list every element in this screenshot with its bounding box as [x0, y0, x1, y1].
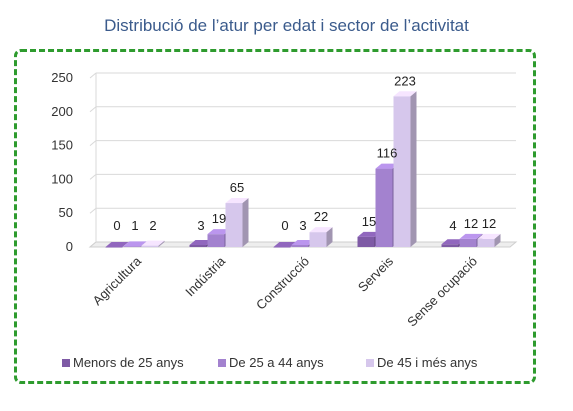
data-label: 3	[197, 218, 204, 233]
bar-top	[357, 231, 381, 237]
bar-front	[375, 168, 393, 247]
bar-front	[123, 246, 141, 247]
bar-front	[441, 244, 459, 247]
bar-top	[207, 229, 231, 235]
bar-top	[309, 227, 333, 233]
bar-top	[105, 242, 129, 247]
x-category-label: Serveis	[355, 253, 397, 295]
gridline-side	[89, 140, 97, 146]
bar-front	[393, 96, 411, 247]
y-tick-label: 0	[66, 239, 73, 254]
gridline-side	[89, 106, 97, 113]
y-tick-label: 150	[51, 138, 73, 153]
legend-label: De 25 a 44 anys	[229, 355, 324, 370]
bar-front	[477, 238, 495, 247]
bar-top	[123, 241, 147, 247]
bar-front	[291, 244, 309, 247]
bar-side	[326, 227, 333, 247]
data-label: 65	[230, 180, 244, 195]
bar-side	[494, 233, 501, 247]
y-tick-label: 250	[51, 70, 73, 85]
gridline-side	[89, 207, 97, 214]
bar-top	[393, 91, 417, 97]
bar-top	[477, 233, 501, 239]
y-tick-label: 100	[51, 171, 73, 186]
data-label: 0	[113, 218, 120, 233]
data-label: 1	[131, 218, 138, 233]
y-tick-label: 200	[51, 104, 73, 119]
data-label: 22	[314, 209, 328, 224]
legend-swatch	[366, 359, 374, 367]
legend-label: Menors de 25 anys	[73, 355, 184, 370]
bar-front	[459, 238, 477, 247]
data-label: 15	[362, 214, 376, 229]
data-label: 3	[299, 218, 306, 233]
chart-frame	[14, 49, 536, 384]
legend-swatch	[62, 359, 70, 367]
bar-front	[207, 234, 225, 247]
y-tick-label: 50	[59, 205, 73, 220]
bar-front	[309, 232, 327, 247]
bar-front	[225, 203, 243, 247]
bar-front	[357, 236, 375, 247]
data-label: 19	[212, 211, 226, 226]
chart-title: Distribució de l’atur per edat i sector …	[104, 16, 469, 35]
bar-front	[141, 245, 159, 247]
bar-layer	[105, 91, 501, 248]
bar-front	[189, 244, 207, 247]
bar-side	[158, 240, 165, 247]
bar-top	[141, 240, 165, 246]
x-category-label: Agricultura	[90, 253, 145, 308]
legend-label: De 45 i més anys	[377, 355, 478, 370]
bar-top	[291, 239, 315, 245]
x-category-label: Sense ocupació	[404, 254, 480, 330]
bar-front	[105, 247, 123, 248]
x-category-label: Construcció	[253, 254, 312, 313]
data-label: 4	[449, 218, 456, 233]
bar-side	[242, 198, 249, 247]
gridline-side	[89, 72, 97, 79]
bar-top	[189, 239, 213, 245]
bar-top	[441, 239, 465, 245]
x-category-label: Indústria	[182, 253, 228, 299]
bar-top	[375, 163, 399, 169]
data-label: 2	[149, 218, 156, 233]
bar-side	[410, 91, 417, 247]
bar-top	[459, 233, 483, 239]
data-label: 116	[377, 146, 398, 161]
bar-top	[273, 242, 297, 247]
data-label: 223	[394, 73, 416, 88]
bar-top	[225, 198, 249, 204]
data-label: 12	[482, 216, 496, 231]
gridline-side	[89, 174, 97, 180]
data-label: 0	[281, 218, 288, 233]
legend: Menors de 25 anys De 25 a 44 anys De 45 i …	[62, 355, 478, 370]
legend-swatch	[218, 359, 226, 367]
data-label: 12	[464, 216, 478, 231]
bar-front	[273, 247, 291, 248]
